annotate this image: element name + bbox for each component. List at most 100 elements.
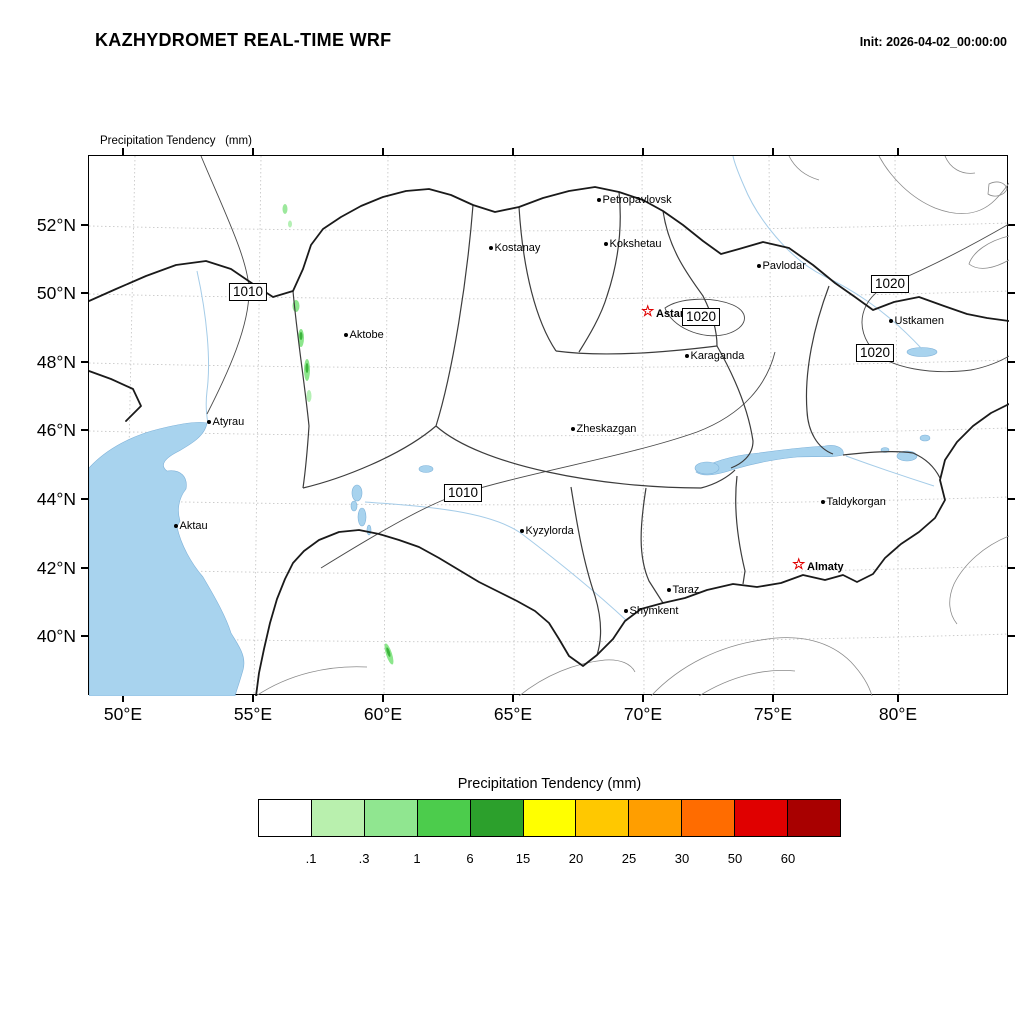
- lon-tick-label: 60°E: [363, 704, 403, 724]
- legend-tick-label: 60: [780, 851, 796, 866]
- city-dot-icon: [623, 608, 629, 614]
- lat-tick-mark: [81, 429, 88, 431]
- lat-tick-mark: [81, 635, 88, 637]
- city-label: Ustkamen: [894, 314, 945, 327]
- legend-tick-label: 1: [413, 851, 421, 866]
- legend-tick-label: .1: [305, 851, 317, 866]
- lon-tick-mark: [122, 148, 124, 155]
- city-dot-icon: [820, 499, 826, 505]
- lon-tick-mark: [122, 695, 124, 702]
- aral-sea-east: [357, 507, 367, 527]
- city-dot-icon: [888, 318, 894, 324]
- city-dot-icon: [596, 197, 602, 203]
- legend-tick-label: 25: [621, 851, 637, 866]
- page-title: KAZHYDROMET REAL-TIME WRF: [95, 30, 392, 50]
- lon-tick-mark: [512, 148, 514, 155]
- lat-tick-label: 40°N: [36, 626, 76, 646]
- field-label-precipitation: Precipitation Tendency (mm): [100, 135, 252, 147]
- syrdarya-river: [364, 501, 628, 622]
- legend-color-cell: [576, 800, 630, 836]
- country-border: [89, 186, 1009, 696]
- city-dot-icon: [488, 245, 494, 251]
- city-label: Pavlodar: [762, 259, 806, 272]
- legend-color-cell: [311, 800, 365, 836]
- city-label: Aktobe: [349, 328, 384, 341]
- lat-tick-mark: [1008, 567, 1015, 569]
- map-overlay: Petropavlovsk Kostanay Kokshetau Pavlodar ☆ A…: [89, 156, 1007, 694]
- legend-title: Precipitation Tendency (mm): [457, 776, 642, 792]
- rivers: [196, 156, 935, 622]
- legend-tick-label: 30: [674, 851, 690, 866]
- city-dot-icon: [343, 332, 349, 338]
- lon-tick-mark: [897, 695, 899, 702]
- pressure-contour-label: 1010: [228, 283, 268, 301]
- city-label: Taldykorgan: [826, 495, 886, 508]
- ural-river: [196, 270, 210, 424]
- lon-tick-mark: [382, 148, 384, 155]
- lat-tick-mark: [1008, 635, 1015, 637]
- lon-tick-label: 65°E: [493, 704, 533, 724]
- small-lake: [418, 465, 434, 473]
- city-dot-icon: [756, 263, 762, 269]
- city-dot-icon: [684, 353, 690, 359]
- city-dot-icon: [603, 241, 609, 247]
- lon-tick-label: 75°E: [753, 704, 793, 724]
- caspian-sea: [89, 422, 245, 696]
- city-label: Kokshetau: [609, 237, 662, 250]
- lat-tick-label: 50°N: [36, 283, 76, 303]
- init-timestamp: Init: 2026-04-02_00:00:00: [859, 35, 1007, 49]
- city-label: Petropavlovsk: [602, 193, 672, 206]
- city-label: Kostanay: [494, 241, 541, 254]
- legend-color-cell: [629, 800, 683, 836]
- legend-color-cell: [735, 800, 789, 836]
- capital-star-icon: ☆: [641, 303, 655, 320]
- lat-tick-label: 52°N: [36, 215, 76, 235]
- ili-river: [845, 455, 935, 487]
- legend-color-cell: [682, 800, 736, 836]
- lat-tick-mark: [81, 361, 88, 363]
- legend-tick-label: 15: [515, 851, 531, 866]
- map-frame: Petropavlovsk Kostanay Kokshetau Pavlodar ☆ A…: [88, 155, 1009, 696]
- lon-tick-label: 80°E: [878, 704, 918, 724]
- lat-tick-mark: [1008, 292, 1015, 294]
- map-canvas: [89, 156, 1009, 696]
- lon-tick-mark: [897, 148, 899, 155]
- lon-tick-label: 55°E: [233, 704, 273, 724]
- city-label: Karaganda: [690, 349, 745, 362]
- lat-tick-label: 46°N: [36, 420, 76, 440]
- lon-tick-mark: [512, 695, 514, 702]
- lat-tick-mark: [1008, 429, 1015, 431]
- lon-tick-mark: [772, 695, 774, 702]
- lon-tick-label: 70°E: [623, 704, 663, 724]
- lake-balkhash-west: [694, 461, 720, 475]
- city-dot-icon: [206, 419, 212, 425]
- lat-tick-label: 42°N: [36, 558, 76, 578]
- legend-tick-label: .3: [358, 851, 370, 866]
- aral-sea-north: [351, 484, 363, 502]
- legend-tick-label: 20: [568, 851, 584, 866]
- aral-sea-west: [350, 500, 358, 512]
- lat-tick-mark: [1008, 361, 1015, 363]
- lon-tick-mark: [642, 695, 644, 702]
- lon-tick-mark: [252, 148, 254, 155]
- lat-tick-mark: [1008, 498, 1015, 500]
- pressure-contour-label: 1020: [855, 344, 895, 362]
- legend-color-cell: [259, 800, 312, 836]
- oblast-boundaries: [292, 191, 941, 656]
- city-label: Taraz: [672, 583, 700, 596]
- lon-tick-label: 50°E: [103, 704, 143, 724]
- city-label: Shymkent: [629, 604, 679, 617]
- small-lake: [919, 434, 931, 442]
- city-dot-icon: [519, 528, 525, 534]
- lat-tick-label: 44°N: [36, 489, 76, 509]
- city-dot-icon: [666, 587, 672, 593]
- lake-alakol: [896, 450, 918, 462]
- lat-tick-label: 48°N: [36, 352, 76, 372]
- graticule: [89, 156, 1009, 696]
- outside-boundaries: [255, 156, 1009, 696]
- pressure-contour-label: 1010: [443, 484, 483, 502]
- lat-tick-mark: [81, 224, 88, 226]
- legend-tick-label: 6: [466, 851, 474, 866]
- lat-tick-mark: [81, 292, 88, 294]
- city-label: Kyzylorda: [525, 524, 574, 537]
